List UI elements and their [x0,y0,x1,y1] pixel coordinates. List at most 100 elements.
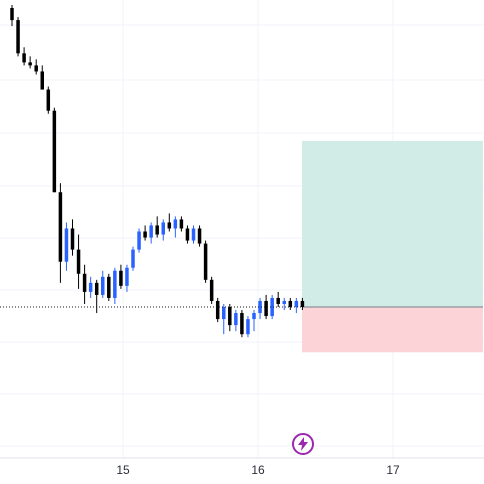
candle [143,225,147,241]
candle [10,5,14,27]
candle-body [222,307,226,320]
time-axis[interactable]: 15 16 17 [0,457,484,477]
candle-body [167,222,172,229]
candle [76,234,81,289]
candle-body [258,300,262,314]
candle-body [101,276,105,295]
candle-body [34,65,38,72]
candle-body [276,297,280,304]
candle [137,228,141,253]
candle-body [131,249,135,268]
candle-body [203,243,208,280]
candle [28,56,32,69]
candle-body [155,225,159,235]
candle [119,264,123,289]
candle [125,264,129,292]
candle-body [161,222,165,235]
candle-body [240,313,244,335]
candle [215,297,220,323]
candle [252,310,256,332]
candle [161,219,165,241]
candle [113,267,117,304]
candle-body [40,71,44,90]
candle [228,303,232,332]
candle [294,297,299,314]
candle-body [64,228,69,262]
stop-loss-zone [302,307,483,353]
candle [46,86,51,114]
profit-zone [302,140,483,307]
candle [179,216,184,232]
x-tick-label: 15 [116,463,130,477]
candle [88,276,93,298]
candle-body [113,270,117,298]
candle-body [16,20,20,54]
candle-body [143,231,147,238]
candle-body [70,228,75,250]
candle-body [76,249,81,274]
candle [167,213,172,232]
candle-body [88,282,93,292]
candle [222,303,226,335]
candle-body [58,192,63,262]
candle-body [107,276,111,298]
x-tick-label: 17 [386,463,400,477]
candle [203,240,208,283]
candle [209,276,214,304]
candle-body [82,273,87,292]
candle-body [234,313,238,326]
candle [58,183,63,283]
candle [155,216,159,238]
candle-body [185,228,190,241]
candle [101,270,105,298]
candle [16,17,20,57]
candle [197,225,202,247]
candle-body [252,313,256,320]
candle [40,65,44,90]
candle [131,246,135,271]
candle-body [46,89,51,111]
candle [258,297,262,320]
candle [270,294,274,320]
candle-body [246,319,250,335]
candle-body [282,300,286,304]
candle [82,264,87,304]
candle-body [209,279,214,301]
candle [173,216,178,238]
candle [240,310,244,338]
x-tick-label: 16 [251,463,265,477]
candle [70,219,75,256]
candle-body [52,110,57,193]
candle [64,222,69,271]
candle [191,225,196,244]
candle-body [173,219,178,229]
candle [94,279,99,314]
candle [107,273,111,301]
candle [234,310,238,332]
flash-button[interactable] [292,433,314,455]
candle [300,297,305,311]
lightning-icon [298,437,308,451]
candle-body [179,219,184,229]
candle-body [149,225,153,238]
candle-body [288,300,293,307]
candles [10,5,305,338]
candle-body [264,300,268,317]
candle-body [125,267,129,286]
candle [34,59,38,75]
candle-body [10,8,14,21]
candle [288,297,293,311]
candle-body [119,270,123,286]
candle [52,107,57,193]
candle-body [191,228,196,241]
candle-body [270,297,274,317]
candle-body [300,300,305,307]
long-position-tool[interactable] [302,140,483,353]
candle [282,297,286,311]
candle [22,47,26,66]
candle-body [294,300,299,307]
candle-body [197,228,202,244]
candle-body [94,282,99,295]
